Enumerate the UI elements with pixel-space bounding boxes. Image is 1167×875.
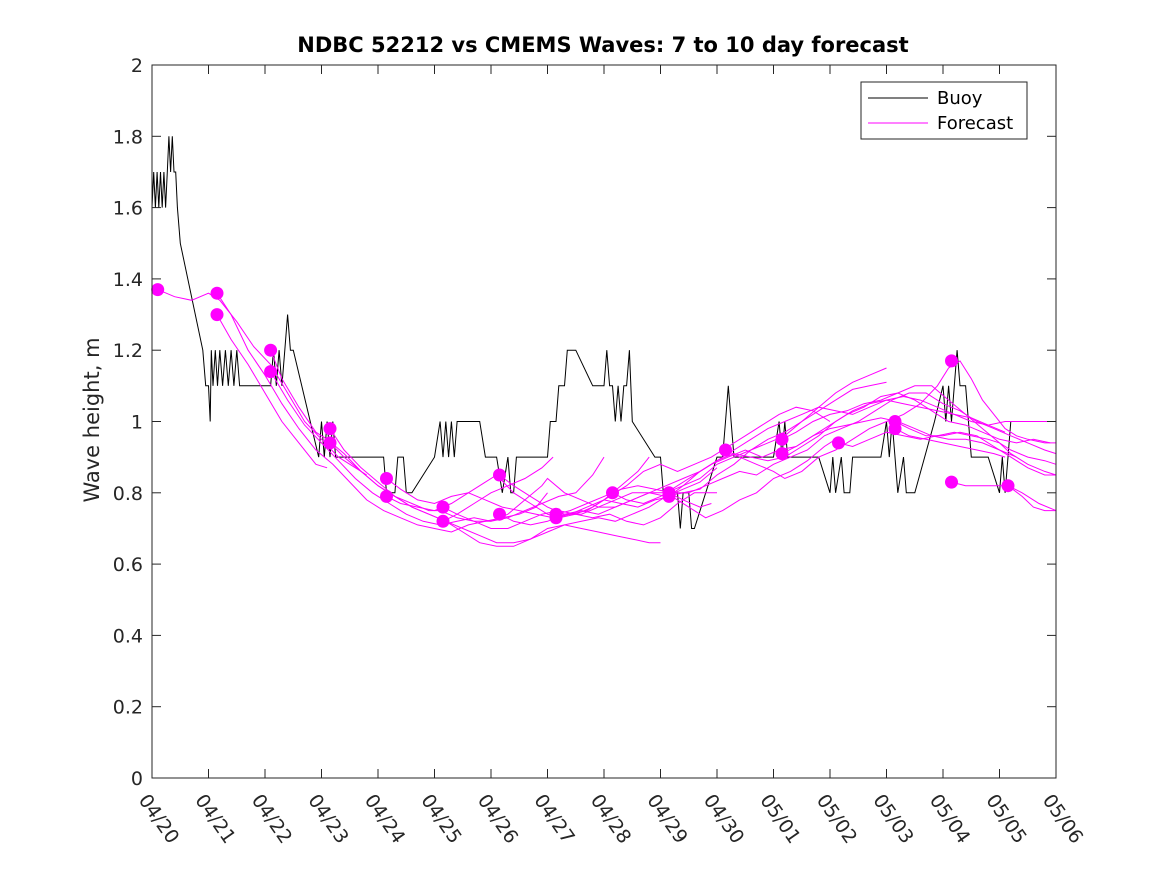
forecast-start-marker-10 — [436, 514, 450, 528]
y-tick-label-5: 1 — [131, 412, 143, 434]
forecast-series-line-11 — [442, 456, 554, 522]
y-tick-label-9: 1.8 — [113, 126, 143, 148]
forecast-series-line-16 — [612, 392, 1051, 505]
y-tick-label-6: 1.2 — [113, 340, 143, 362]
forecast-series-line-22 — [838, 431, 1057, 476]
forecast-start-marker-23 — [888, 422, 902, 436]
y-tick-label-10: 2 — [131, 55, 143, 77]
y-tick-label-2: 0.4 — [113, 625, 143, 647]
forecast-start-marker-2 — [210, 308, 224, 322]
y-tick-label-3: 0.6 — [113, 554, 143, 576]
plot-markers — [151, 283, 1015, 528]
forecast-start-marker-7 — [380, 472, 393, 485]
legend-box — [860, 81, 1028, 140]
forecast-start-marker-14 — [549, 511, 563, 525]
forecast-series-line-24 — [894, 428, 1006, 458]
forecast-start-marker-5 — [323, 422, 337, 436]
forecast-series-line-23 — [894, 421, 1056, 476]
forecast-start-marker-24 — [945, 354, 958, 368]
forecast-series-line-17 — [668, 492, 712, 508]
forecast-series-line-13 — [499, 395, 1006, 526]
forecast-series-line-3 — [216, 314, 328, 469]
forecast-start-marker-3 — [264, 343, 278, 357]
forecast-start-marker-8 — [380, 489, 393, 503]
forecast-series-line-26 — [1007, 485, 1056, 512]
buoy-series-line — [151, 136, 1017, 529]
forecast-series-line-18 — [668, 399, 1056, 497]
forecast-series-line-19 — [725, 360, 1056, 480]
chart-title: NDBC 52212 vs CMEMS Waves: 7 to 10 day f… — [297, 33, 908, 57]
forecast-start-marker-0 — [151, 283, 165, 297]
forecast-start-marker-12 — [493, 507, 506, 521]
forecast-start-marker-1 — [210, 286, 224, 300]
y-tick-label-4: 0.8 — [113, 483, 143, 505]
forecast-series-line-1 — [157, 289, 367, 476]
forecast-start-marker-25 — [945, 475, 958, 489]
forecast-start-marker-19 — [775, 432, 789, 446]
legend-forecast-label: Forecast — [937, 113, 1013, 134]
legend-buoy-label: Buoy — [937, 88, 983, 109]
forecast-start-marker-17 — [662, 489, 676, 503]
forecast-start-marker-9 — [436, 500, 450, 514]
y-tick-label-1: 0.2 — [113, 697, 143, 719]
forecast-series-line-15 — [555, 456, 650, 519]
forecast-start-marker-21 — [832, 436, 845, 450]
forecast-start-marker-20 — [775, 447, 789, 461]
forecast-series-line-14 — [555, 392, 1057, 515]
forecast-start-marker-18 — [719, 443, 732, 457]
y-tick-label-0: 0 — [131, 768, 143, 790]
forecast-series-line-8 — [386, 438, 836, 519]
forecast-start-marker-6 — [323, 436, 337, 450]
forecast-start-marker-15 — [606, 486, 619, 500]
forecast-start-marker-4 — [264, 365, 278, 379]
forecast-start-marker-26 — [1001, 479, 1015, 493]
y-tick-label-8: 1.6 — [113, 198, 143, 220]
forecast-series-line-20 — [781, 385, 1057, 465]
y-axis-title: Wave height, m — [80, 337, 104, 502]
forecast-series-line-10 — [442, 381, 887, 522]
forecast-start-marker-11 — [493, 468, 506, 482]
y-tick-label-7: 1.4 — [113, 269, 143, 291]
legend: Buoy Forecast — [860, 81, 1028, 140]
